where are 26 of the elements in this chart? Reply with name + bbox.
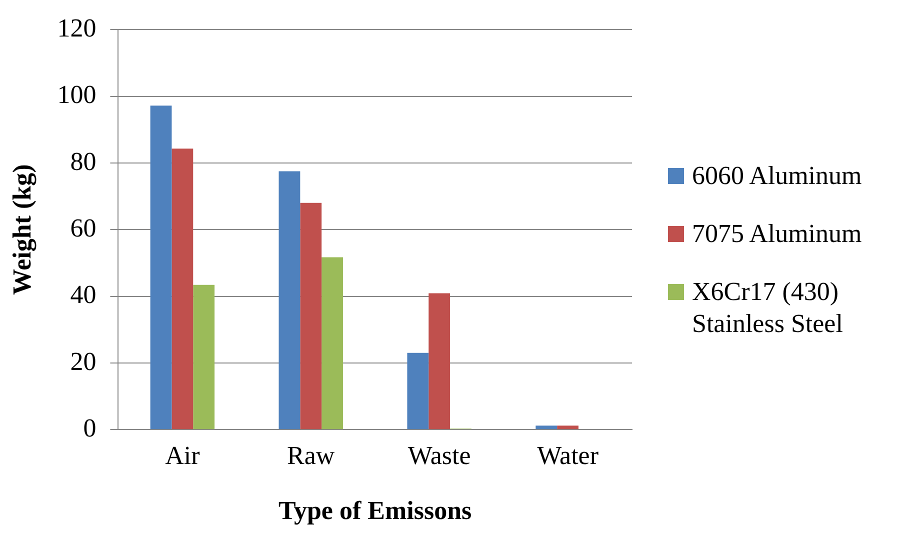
bar [150,106,172,430]
y-tick-label: 0 [83,413,96,442]
bar [536,426,558,430]
y-tick-label: 40 [70,280,96,310]
bar [428,293,450,430]
x-tick-label: Air [165,441,200,470]
bar [407,352,429,430]
y-tick-label: 80 [70,146,96,176]
y-axis-title: Weight (kg) [7,164,36,295]
y-tick-label: 100 [57,80,96,110]
y-tick-label: 60 [70,213,96,242]
x-axis-title: Type of Emissons [278,496,472,526]
y-tick-label: 20 [70,346,96,376]
bar [193,284,215,430]
bar [278,171,300,430]
y-tick-label: 120 [57,13,96,42]
legend-label: X6Cr17 (430) Stainless Steel [692,276,844,340]
legend-label: 6060 Aluminum [692,160,862,192]
x-tick-label: Waste [408,441,471,470]
x-tick-label: Raw [287,441,335,470]
bar [557,426,578,430]
legend-label: 7075 Aluminum [692,218,862,250]
bar [300,202,322,430]
x-tick-label: Water [537,441,599,470]
bar [322,257,343,430]
bar [172,148,194,430]
